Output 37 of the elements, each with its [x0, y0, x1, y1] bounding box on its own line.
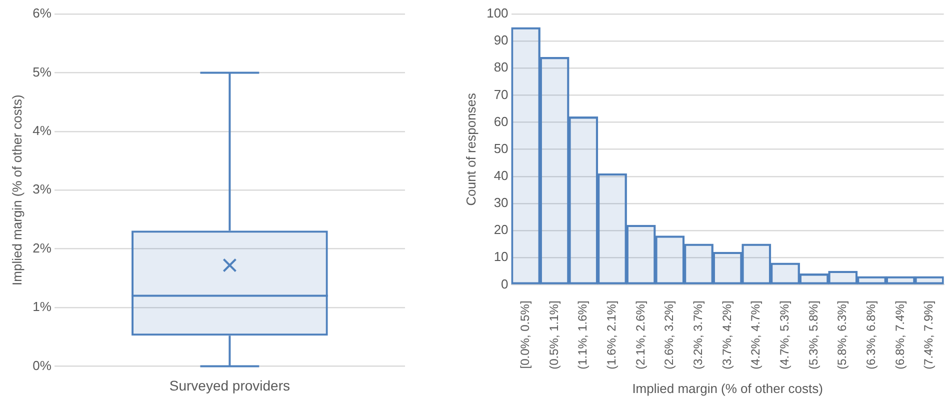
- x-tick-label: (2.6%, 3.2%]: [662, 300, 676, 370]
- y-tick-label: 0%: [32, 358, 52, 373]
- y-axis-title: Count of responses: [463, 92, 478, 206]
- x-tick-label: (1.1%, 1.6%]: [576, 300, 590, 370]
- y-tick-label: 50: [494, 140, 508, 156]
- x-tick-label: (4.7%, 5.3%]: [778, 300, 792, 370]
- y-tick-label: 60: [494, 114, 508, 129]
- x-tick-label: (0.5%, 1.1%]: [546, 300, 561, 370]
- x-tick-label: (5.8%, 6.3%]: [835, 300, 850, 370]
- y-tick-label: 80: [494, 60, 508, 75]
- x-axis-title: Implied margin (% of other costs): [632, 380, 823, 396]
- y-tick-label: 0: [501, 276, 508, 292]
- y-tick-label: 5%: [32, 64, 52, 80]
- x-tick-label: (3.2%, 3.7%]: [691, 300, 706, 370]
- y-tick-label: 40: [494, 168, 508, 183]
- y-tick-label: 70: [494, 86, 508, 102]
- y-tick-label: 1%: [32, 299, 52, 314]
- x-tick-label: [0.0%, 0.5%]: [518, 300, 532, 369]
- y-tick-label: 100: [486, 6, 508, 21]
- y-tick-label: 2%: [32, 240, 52, 256]
- x-tick-label: (7.4%, 7.9%]: [922, 300, 936, 370]
- x-tick-label: (6.8%, 7.4%]: [892, 300, 907, 370]
- x-tick-label: (4.2%, 4.7%]: [748, 300, 763, 370]
- y-tick-label: 20: [494, 222, 508, 238]
- y-tick-label: 3%: [32, 182, 52, 197]
- x-tick-label: (1.6%, 2.1%]: [604, 300, 619, 370]
- x-tick-label: (5.3%, 5.8%]: [806, 300, 820, 370]
- x-tick-label: (6.3%, 6.8%]: [864, 300, 878, 370]
- y-tick-label: 90: [494, 32, 508, 48]
- y-axis-title: Implied margin (% of other costs): [9, 94, 24, 286]
- y-tick-label: 4%: [32, 122, 52, 138]
- y-tick-label: 30: [494, 195, 508, 210]
- x-tick-label: Surveyed providers: [169, 377, 290, 394]
- x-tick-label: (2.1%, 2.6%]: [633, 300, 648, 370]
- y-tick-label: 6%: [32, 6, 52, 21]
- y-tick-label: 10: [494, 249, 508, 264]
- x-tick-label: (3.7%, 4.2%]: [720, 300, 734, 370]
